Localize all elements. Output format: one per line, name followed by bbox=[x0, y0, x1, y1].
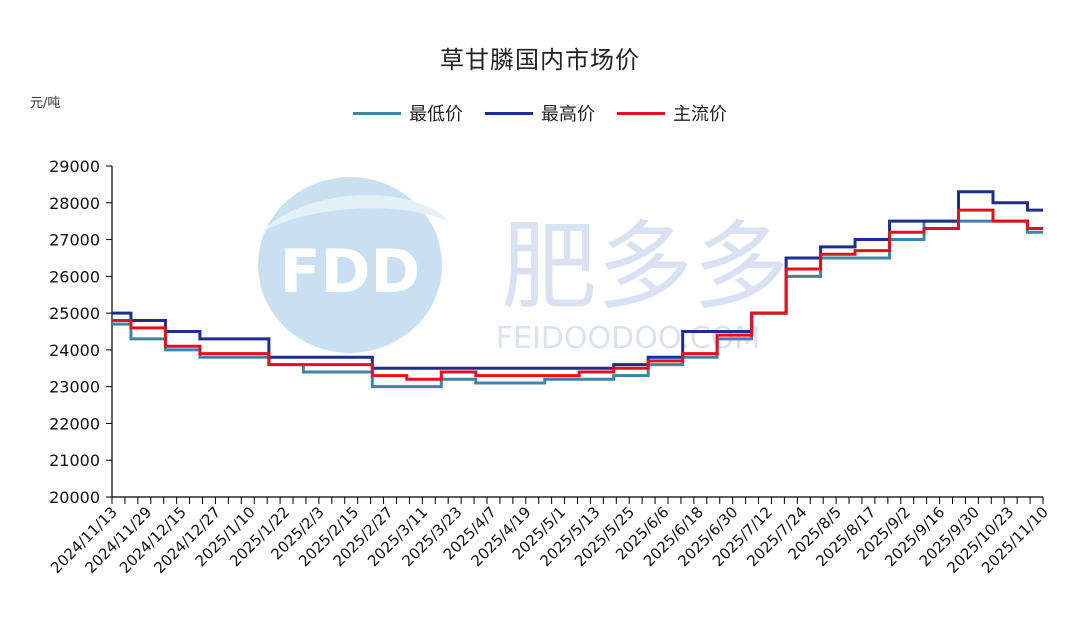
watermark-brand-text: 肥多多 bbox=[501, 211, 789, 323]
chart-title: 草甘膦国内市场价 bbox=[440, 46, 640, 74]
y-tick-label: 27000 bbox=[49, 231, 100, 250]
legend-item-min: 最低价 bbox=[353, 100, 463, 126]
y-tick-label: 29000 bbox=[49, 157, 100, 176]
y-tick-label: 25000 bbox=[49, 304, 100, 323]
legend-label-main: 主流价 bbox=[673, 104, 727, 125]
chart-axes: 20000 21000 22000 23000 24000 25000 26000 27000… bbox=[47, 157, 1052, 577]
y-tick-label: 21000 bbox=[49, 451, 100, 470]
chart-legend: 最低价 最高价 主流价 bbox=[0, 100, 1080, 126]
legend-label-max: 最高价 bbox=[541, 104, 595, 125]
y-tick-label: 24000 bbox=[49, 341, 100, 360]
chart-series bbox=[112, 190, 1043, 389]
y-tick-label: 23000 bbox=[49, 378, 100, 397]
legend-swatch-min bbox=[353, 111, 401, 115]
y-tick-label: 26000 bbox=[49, 267, 100, 286]
series-line-2 bbox=[112, 208, 1043, 381]
y-tick-label: 28000 bbox=[49, 194, 100, 213]
legend-item-main: 主流价 bbox=[617, 100, 727, 126]
legend-swatch-max bbox=[485, 111, 533, 115]
y-tick-label: 20000 bbox=[49, 488, 100, 507]
series-line-1 bbox=[112, 190, 1043, 370]
legend-item-max: 最高价 bbox=[485, 100, 595, 126]
watermark-logo-circle bbox=[258, 177, 442, 353]
y-axis-unit-label: 元/吨 bbox=[30, 96, 61, 111]
watermark: FDD 肥多多 FEIDOODOO.COM bbox=[258, 177, 789, 356]
watermark-logo-leaf bbox=[262, 195, 450, 232]
legend-label-min: 最低价 bbox=[409, 104, 463, 125]
y-tick-label: 22000 bbox=[49, 414, 100, 433]
watermark-logo-text: FDD bbox=[280, 237, 421, 307]
legend-swatch-main bbox=[617, 111, 665, 115]
